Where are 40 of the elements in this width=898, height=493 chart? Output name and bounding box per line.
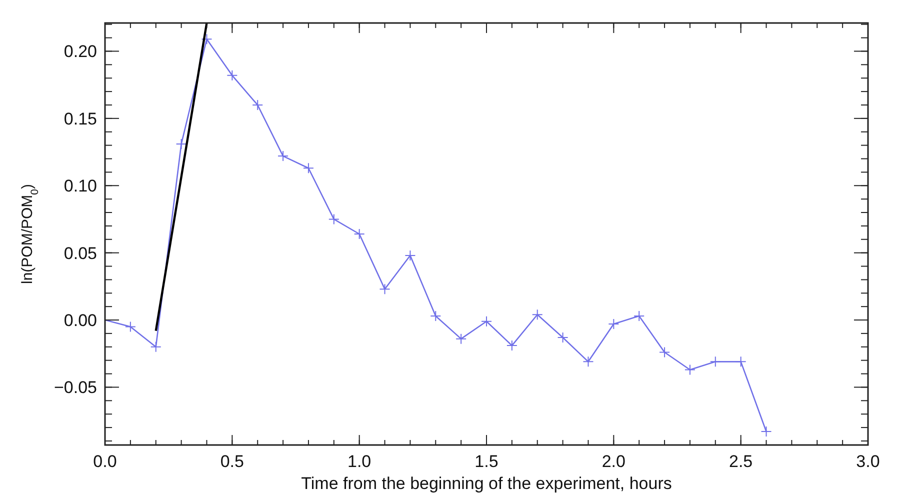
- x-tick-label: 0.5: [220, 452, 244, 471]
- point: [430, 310, 442, 322]
- point: [582, 356, 594, 368]
- point: [201, 34, 212, 45]
- point: [328, 214, 340, 225]
- point: [150, 341, 162, 352]
- y-tick-label: 0.10: [64, 176, 97, 196]
- x-tick-label: 2.0: [602, 452, 626, 471]
- x-tick-label: 0.0: [93, 452, 117, 471]
- point: [557, 332, 568, 343]
- y-tick-label: 0.20: [64, 42, 97, 62]
- y-tick-label: −0.05: [54, 378, 97, 398]
- x-axis-title: Time from the beginning of the experiment, hours: [301, 474, 672, 493]
- point: [226, 70, 238, 81]
- point: [634, 310, 645, 322]
- x-tick-label: 1.0: [348, 452, 372, 471]
- x-tick-label: 3.0: [856, 452, 880, 471]
- x-tick-label: 2.5: [729, 452, 753, 471]
- y-tick-label: 0.15: [64, 109, 97, 128]
- point: [278, 150, 289, 162]
- point: [354, 228, 365, 240]
- point: [760, 426, 772, 438]
- point: [302, 162, 314, 174]
- y-tick-label: 0.00: [64, 311, 97, 330]
- point: [379, 284, 390, 295]
- point: [404, 250, 416, 262]
- point: [481, 316, 492, 327]
- point: [124, 321, 136, 332]
- point: [659, 346, 670, 358]
- point: [684, 364, 696, 376]
- point: [532, 309, 543, 320]
- point: [710, 356, 721, 368]
- y-tick-label: 0.05: [64, 244, 97, 263]
- point: [608, 318, 620, 330]
- x-tick-label: 1.5: [474, 452, 498, 471]
- point: [506, 340, 518, 352]
- point: [735, 356, 746, 368]
- point: [252, 99, 264, 110]
- point: [456, 333, 467, 344]
- point: [176, 138, 187, 150]
